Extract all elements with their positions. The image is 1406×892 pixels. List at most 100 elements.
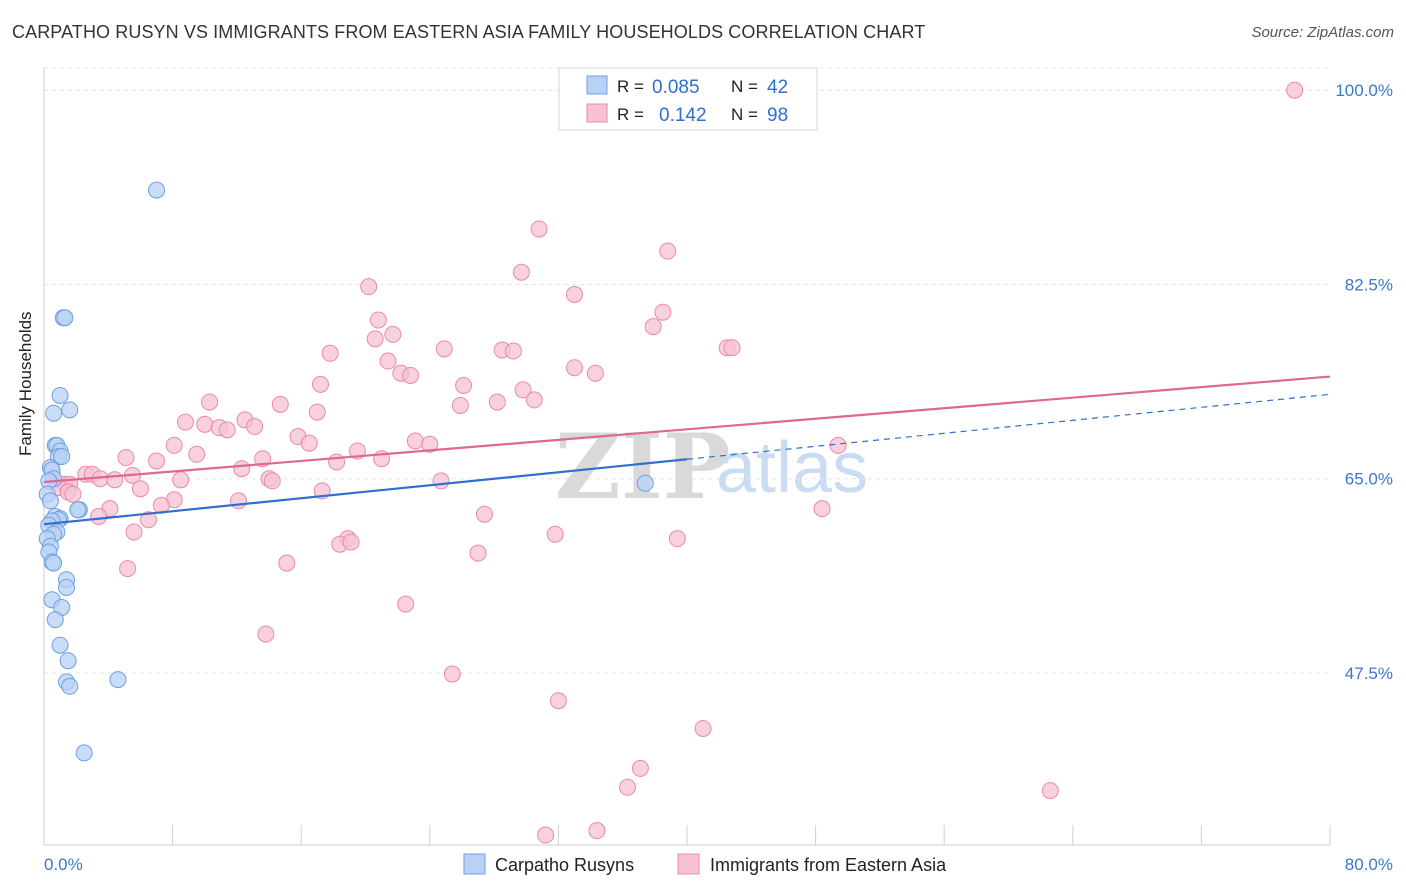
point-eastern-asia bbox=[525, 391, 543, 409]
legend-r-value-1: 0.085 bbox=[652, 77, 700, 98]
point-carpatho-rusyns bbox=[109, 671, 127, 689]
legend-swatch-rusyns bbox=[586, 75, 608, 95]
point-eastern-asia bbox=[246, 418, 264, 436]
point-eastern-asia bbox=[263, 472, 281, 490]
point-eastern-asia bbox=[455, 376, 473, 394]
point-eastern-asia bbox=[512, 263, 530, 281]
point-eastern-asia bbox=[631, 759, 649, 777]
point-eastern-asia bbox=[384, 325, 402, 343]
point-eastern-asia bbox=[271, 395, 289, 413]
point-eastern-asia bbox=[546, 525, 564, 543]
point-eastern-asia bbox=[278, 554, 296, 572]
source-credit: Source: ZipAtlas.com bbox=[1251, 24, 1394, 41]
point-eastern-asia bbox=[328, 453, 346, 471]
chart-title: CARPATHO RUSYN VS IMMIGRANTS FROM EASTER… bbox=[12, 22, 926, 42]
gridlines bbox=[44, 67, 1330, 674]
point-eastern-asia bbox=[432, 472, 450, 490]
point-eastern-asia bbox=[172, 471, 190, 489]
point-eastern-asia bbox=[619, 778, 637, 796]
point-eastern-asia bbox=[64, 485, 82, 503]
point-eastern-asia bbox=[360, 278, 378, 296]
x-ticks bbox=[43, 825, 1331, 845]
point-eastern-asia bbox=[342, 533, 360, 551]
legend-n-label-1: N = bbox=[731, 77, 758, 96]
point-eastern-asia bbox=[176, 413, 194, 431]
point-carpatho-rusyns bbox=[58, 578, 76, 596]
point-eastern-asia bbox=[504, 342, 522, 360]
point-eastern-asia bbox=[257, 625, 275, 643]
y-tick-label: 47.5% bbox=[1345, 664, 1393, 683]
point-eastern-asia bbox=[588, 822, 606, 840]
legend-stats: R = 0.085 N = 42 R = 0.142 N = 98 bbox=[558, 67, 818, 131]
legend-r-label-2: R = bbox=[617, 105, 644, 124]
legend-bottom-label-rusyns: Carpatho Rusyns bbox=[495, 855, 634, 875]
legend-bottom-label-eastasia: Immigrants from Eastern Asia bbox=[710, 855, 947, 875]
point-carpatho-rusyns bbox=[53, 448, 71, 465]
data-points bbox=[38, 81, 1304, 844]
point-carpatho-rusyns bbox=[41, 492, 59, 510]
trend-line-carpatho-rusyns bbox=[43, 458, 688, 526]
point-eastern-asia bbox=[230, 492, 248, 510]
point-eastern-asia bbox=[723, 339, 741, 357]
legend-bottom-swatch-eastasia bbox=[677, 853, 700, 875]
point-eastern-asia bbox=[549, 692, 567, 710]
point-eastern-asia bbox=[131, 480, 149, 498]
legend-n-value-1: 42 bbox=[767, 77, 788, 98]
legend-r-label-1: R = bbox=[617, 77, 644, 96]
point-eastern-asia bbox=[148, 452, 166, 470]
point-eastern-asia bbox=[435, 340, 453, 358]
point-carpatho-rusyns bbox=[61, 401, 79, 419]
trend-line-eastern-asia bbox=[43, 375, 1331, 484]
point-eastern-asia bbox=[659, 242, 677, 260]
point-eastern-asia bbox=[443, 665, 461, 683]
point-eastern-asia bbox=[644, 318, 662, 336]
point-eastern-asia bbox=[117, 449, 135, 467]
legend-series: Carpatho Rusyns Immigrants from Eastern … bbox=[463, 853, 947, 875]
point-eastern-asia bbox=[451, 396, 469, 414]
point-eastern-asia bbox=[308, 403, 326, 421]
watermark-zip: ZIP bbox=[555, 414, 730, 520]
point-eastern-asia bbox=[694, 719, 712, 737]
point-eastern-asia bbox=[668, 530, 686, 548]
y-tick-label: 100.0% bbox=[1335, 81, 1393, 100]
point-eastern-asia bbox=[654, 303, 672, 321]
point-carpatho-rusyns bbox=[45, 554, 63, 572]
point-eastern-asia bbox=[421, 435, 439, 453]
point-eastern-asia bbox=[397, 595, 415, 613]
trend-lines bbox=[43, 375, 1331, 526]
point-eastern-asia bbox=[406, 432, 424, 450]
point-carpatho-rusyns bbox=[45, 404, 63, 422]
point-eastern-asia bbox=[379, 352, 397, 370]
y-tick-label: 82.5% bbox=[1345, 275, 1393, 294]
point-eastern-asia bbox=[514, 381, 532, 399]
point-eastern-asia bbox=[1041, 782, 1059, 800]
point-eastern-asia bbox=[90, 507, 108, 525]
legend-n-value-2: 98 bbox=[767, 105, 788, 126]
point-eastern-asia bbox=[106, 471, 124, 489]
point-eastern-asia bbox=[829, 436, 847, 454]
point-carpatho-rusyns bbox=[69, 501, 87, 519]
point-eastern-asia bbox=[125, 523, 143, 541]
point-eastern-asia bbox=[300, 434, 318, 452]
point-eastern-asia bbox=[311, 375, 329, 393]
legend-bottom-swatch-rusyns bbox=[463, 853, 486, 875]
point-carpatho-rusyns bbox=[75, 744, 93, 762]
point-carpatho-rusyns bbox=[59, 652, 77, 670]
point-carpatho-rusyns bbox=[636, 474, 654, 492]
point-eastern-asia bbox=[469, 544, 487, 562]
point-eastern-asia bbox=[201, 393, 219, 411]
legend-n-label-2: N = bbox=[731, 105, 758, 124]
legend-swatch-eastasia bbox=[586, 103, 608, 123]
point-carpatho-rusyns bbox=[56, 309, 74, 327]
point-carpatho-rusyns bbox=[51, 386, 69, 404]
x-tick-label-min: 0.0% bbox=[44, 855, 83, 874]
point-carpatho-rusyns bbox=[51, 636, 69, 654]
y-tick-label: 65.0% bbox=[1345, 470, 1393, 489]
point-eastern-asia bbox=[369, 311, 387, 329]
watermark-atlas: atlas bbox=[716, 428, 868, 508]
point-eastern-asia bbox=[565, 285, 583, 303]
point-eastern-asia bbox=[119, 560, 137, 578]
point-eastern-asia bbox=[139, 511, 157, 529]
y-tick-labels: 47.5% 65.0% 82.5% 100.0% bbox=[1335, 81, 1393, 683]
